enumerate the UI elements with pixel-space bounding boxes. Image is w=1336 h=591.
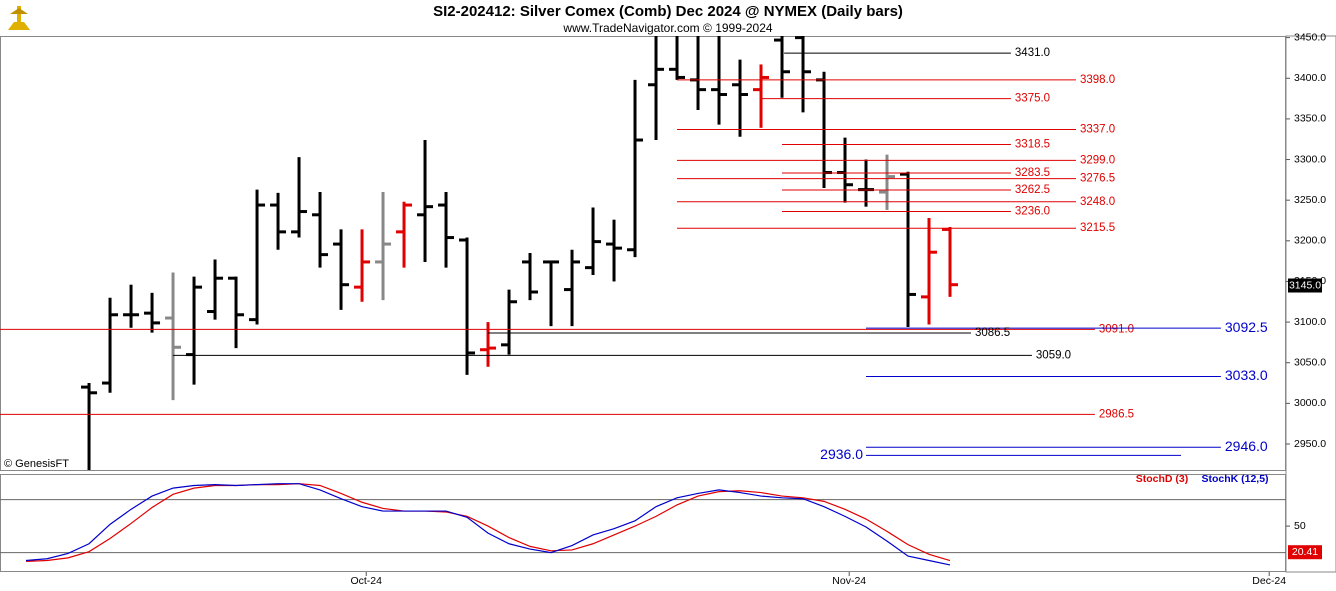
chart-subtitle: www.TradeNavigator.com © 1999-2024 (562, 21, 772, 35)
level-label: 3086.5 (975, 327, 1010, 339)
y-tick-label: 3250.0 (1294, 194, 1326, 206)
y-tick-label: 3000.0 (1294, 397, 1326, 409)
x-tick-label: Dec-24 (1252, 575, 1286, 587)
y-tick-label: 3200.0 (1294, 235, 1326, 247)
level-label: 3299.0 (1080, 154, 1115, 166)
x-tick-label: Oct-24 (350, 575, 382, 587)
level-label: 3398.0 (1080, 74, 1115, 86)
y-tick-label: 3050.0 (1294, 357, 1326, 369)
legend-entry: StochD (3) (1136, 473, 1189, 485)
stoch-last-label: 20.41 (1292, 546, 1318, 558)
x-tick-label: Nov-24 (832, 575, 866, 587)
logo (8, 6, 30, 30)
y-tick-label: 3100.0 (1294, 316, 1326, 328)
y-tick-label: 3350.0 (1294, 113, 1326, 125)
level-label: 3318.5 (1015, 139, 1050, 151)
level-label: 2946.0 (1225, 438, 1268, 454)
level-label: 3033.0 (1225, 367, 1268, 383)
level-label: 3283.5 (1015, 167, 1050, 179)
stoch-line (25, 483, 951, 566)
level-label: 3092.5 (1225, 319, 1268, 335)
level-label: 3215.5 (1080, 222, 1115, 234)
level-label: 3431.0 (1015, 47, 1050, 59)
level-label: 3248.0 (1080, 196, 1115, 208)
chart-title: SI2-202412: Silver Comex (Comb) Dec 2024… (433, 3, 903, 20)
y-tick-label: 3300.0 (1294, 153, 1326, 165)
level-label: 3276.5 (1080, 173, 1115, 185)
y-tick-label: 2950.0 (1294, 438, 1326, 450)
legend-entry: StochK (12,5) (1201, 473, 1268, 485)
axis-panel (1285, 35, 1336, 573)
y-tick-label: 3450.0 (1294, 31, 1326, 43)
level-label: 3375.0 (1015, 93, 1050, 105)
level-label: 3262.5 (1015, 184, 1050, 196)
last-price-box (1288, 278, 1322, 293)
level-label: 3337.0 (1080, 123, 1115, 135)
last-price-label: 3145.0 (1289, 279, 1321, 291)
level-label: 3059.0 (1036, 349, 1071, 361)
y-tick-label: 3400.0 (1294, 72, 1326, 84)
level-label: 3236.0 (1015, 206, 1050, 218)
level-label: 3091.0 (1099, 323, 1134, 335)
level-label: 2986.5 (1099, 408, 1134, 420)
level-label: 2936.0 (820, 446, 863, 462)
stoch-line (26, 483, 951, 563)
stoch-last-box (1288, 545, 1322, 560)
stoch-y-tick-label: 50 (1294, 520, 1306, 532)
watermark: © GenesisFT (4, 458, 69, 470)
